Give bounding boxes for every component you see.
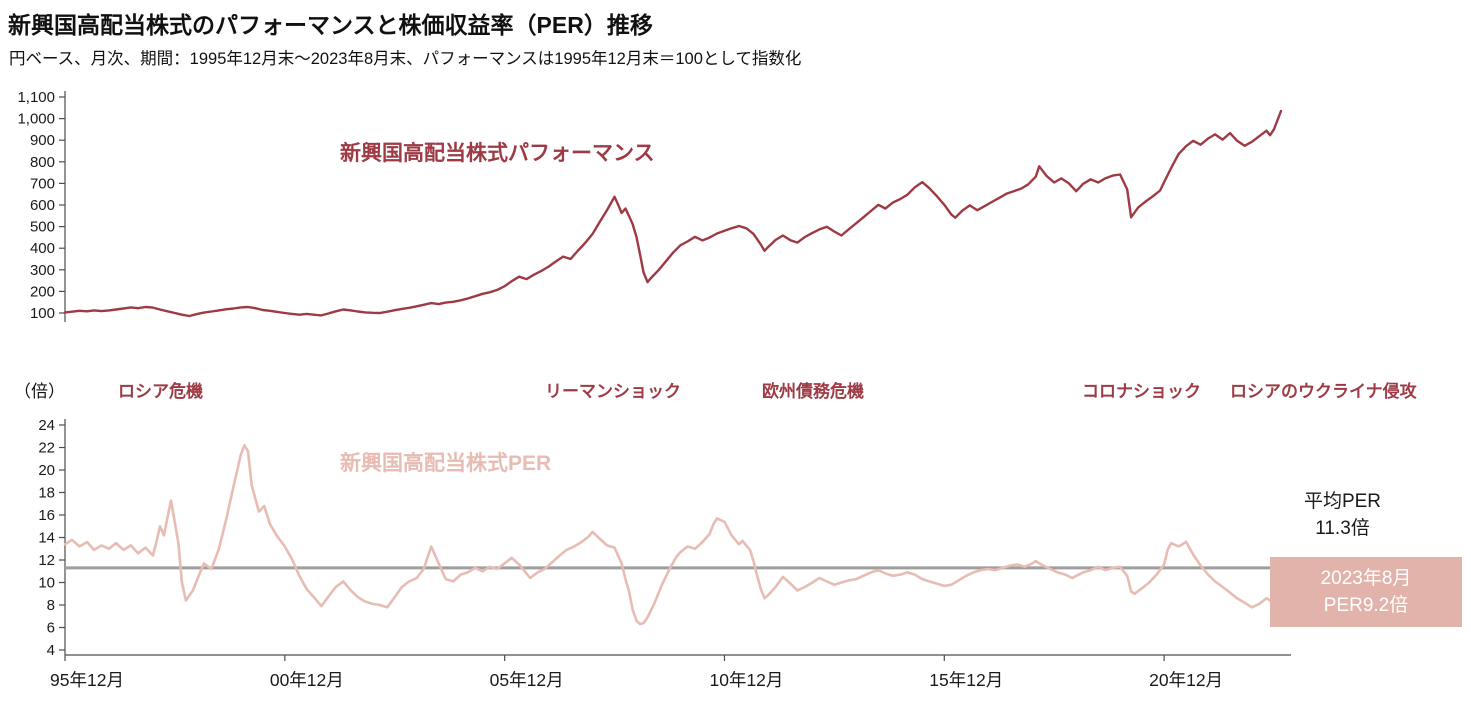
average-per-label-line2: 11.3倍 [1315, 517, 1370, 539]
performance-y-tick-label: 400 [30, 240, 55, 257]
annotation-lehman-shock: リーマンショック [545, 382, 681, 401]
performance-y-tick-label: 900 [30, 132, 55, 149]
per-axis-unit-label: （倍） [14, 382, 65, 401]
performance-y-tick-label: 500 [30, 219, 55, 236]
per-y-tick-label: 20 [38, 462, 55, 479]
performance-y-tick-label: 700 [30, 175, 55, 192]
latest-per-callout: 2023年8月 PER9.2倍 [1270, 557, 1462, 627]
latest-per-callout-line1: 2023年8月 [1320, 568, 1412, 589]
annotation-ukraine-invasion: ロシアのウクライナ侵攻 [1230, 382, 1417, 401]
performance-y-tick-label: 100 [30, 305, 55, 322]
performance-y-tick-label: 200 [30, 283, 55, 300]
x-tick-label: 00年12月 [270, 670, 344, 690]
performance-y-tick-label: 1,000 [17, 111, 55, 128]
x-tick-label: 20年12月 [1149, 670, 1223, 690]
performance-y-tick-label: 1,100 [17, 89, 55, 106]
per-y-tick-label: 12 [38, 552, 55, 569]
performance-y-tick-label: 600 [30, 197, 55, 214]
per-y-tick-label: 16 [38, 507, 55, 524]
latest-per-callout-line2: PER9.2倍 [1323, 595, 1409, 616]
page-subtitle: 円ベース、月次、期間：1995年12月末～2023年8月末、パフォーマンスは19… [9, 50, 802, 68]
per-series-label: 新興国高配当株式PER [340, 452, 552, 475]
annotation-corona-shock: コロナショック [1082, 382, 1201, 401]
performance-line [63, 109, 1283, 318]
annotation-european-debt-crisis: 欧州債務危機 [762, 382, 864, 401]
per-y-tick-label: 4 [47, 642, 55, 659]
per-y-tick-label: 24 [38, 417, 55, 434]
per-y-tick-label: 6 [47, 620, 55, 637]
x-tick-label: 95年12月 [50, 670, 124, 690]
x-tick-label: 05年12月 [490, 670, 564, 690]
annotation-russia-crisis: ロシア危機 [118, 382, 203, 401]
per-y-tick-label: 18 [38, 485, 55, 502]
per-y-tick-label: 8 [47, 597, 55, 614]
average-per-label: 平均PER 11.3倍 [1290, 489, 1395, 542]
average-per-label-line1: 平均PER [1303, 491, 1382, 512]
per-y-tick-label: 10 [38, 575, 55, 592]
per-y-tick-label: 22 [38, 440, 55, 457]
performance-series-label: 新興国高配当株式パフォーマンス [340, 142, 655, 165]
per-y-tick-label: 14 [38, 530, 55, 547]
x-tick-label: 10年12月 [709, 670, 783, 690]
page-title: 新興国高配当株式のパフォーマンスと株価収益率（PER）推移 [8, 12, 653, 38]
performance-y-tick-label: 300 [30, 262, 55, 279]
x-tick-label: 15年12月 [929, 670, 1003, 690]
per-line [63, 443, 1283, 626]
performance-y-tick-label: 800 [30, 154, 55, 171]
